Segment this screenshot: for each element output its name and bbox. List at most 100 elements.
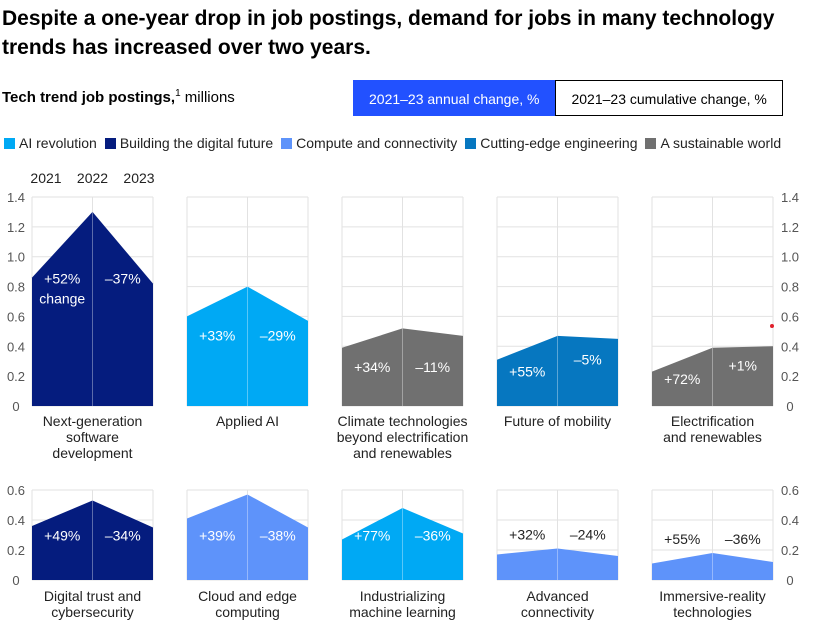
panel-label: connectivity	[521, 604, 594, 620]
change-label-2023: –34%	[105, 528, 141, 544]
panel-label: machine learning	[349, 604, 456, 620]
y-tick-right: 0.2	[781, 543, 799, 558]
change-word: change	[39, 291, 85, 307]
y-tick-left: 0.2	[7, 369, 25, 384]
area-digital-trust-and-cybersecurity	[32, 500, 153, 580]
y-tick-left: 1.2	[7, 220, 25, 235]
change-label-2022: +55%	[509, 364, 545, 380]
change-label-2022: +52%	[44, 271, 80, 287]
panel-label: cybersecurity	[51, 604, 133, 620]
area-next-generation-software-development	[32, 211, 153, 406]
panel-label: beyond electrification	[337, 429, 469, 445]
subtitle-main: Tech trend job postings,	[2, 89, 176, 106]
change-label-2022: +77%	[354, 528, 390, 544]
panel-label: software	[66, 429, 119, 445]
area-future-of-mobility	[497, 335, 618, 406]
change-label-2023: –24%	[570, 527, 606, 543]
change-label-2022: +34%	[354, 359, 390, 375]
y-tick-right: 0	[786, 399, 793, 414]
subtitle-unit: millions	[180, 89, 235, 106]
legend-swatch	[465, 137, 477, 149]
panel-label: technologies	[673, 604, 752, 620]
y-tick-left: 0.4	[7, 513, 25, 528]
panel-label: Future of mobility	[504, 413, 611, 429]
legend-swatch	[281, 137, 293, 149]
legend-label: Compute and connectivity	[296, 135, 458, 151]
legend-label: Building the digital future	[119, 135, 274, 151]
area-advanced-connectivity	[497, 548, 618, 580]
legend-label: A sustainable world	[660, 135, 782, 151]
panel-label: Cloud and edge	[198, 588, 297, 604]
change-label-2022: +49%	[44, 528, 80, 544]
area-electrification-and-renewables	[652, 346, 773, 406]
legend-item-cutting-edge: Cutting-edge engineering	[465, 135, 637, 151]
y-tick-right: 0.6	[781, 309, 799, 324]
change-label-2022: +32%	[509, 527, 545, 543]
panel-label: Immersive-reality	[659, 588, 766, 604]
area-applied-ai	[187, 286, 308, 406]
change-label-2023: –37%	[105, 271, 141, 287]
y-tick-right: 1.4	[781, 190, 799, 205]
headline: Despite a one-year drop in job postings,…	[2, 7, 775, 59]
change-label-2022: +55%	[664, 531, 700, 547]
legend-item-digital-future: Building the digital future	[104, 135, 274, 151]
panel-label: computing	[215, 604, 280, 620]
legend-item-ai-revolution: AI revolution	[4, 135, 97, 151]
y-tick-right: 0.8	[781, 280, 799, 295]
change-label-2022: +72%	[664, 371, 700, 387]
change-label-2023: –36%	[415, 528, 451, 544]
legend: AI revolution Building the digital futur…	[4, 135, 789, 151]
change-label-2022: +33%	[199, 327, 235, 343]
y-tick-left: 0.2	[7, 543, 25, 558]
legend-swatch	[4, 137, 15, 149]
y-tick-left: 0	[12, 573, 19, 588]
y-tick-left: 0	[12, 399, 19, 414]
panel-label: Digital trust and	[44, 588, 141, 604]
change-label-2023: –11%	[415, 359, 450, 375]
tab-cumulative-change[interactable]: 2021–23 cumulative change, %	[555, 80, 783, 116]
y-tick-right: 1.2	[781, 220, 799, 235]
legend-label: Cutting-edge engineering	[480, 135, 638, 151]
panel-label: Industrializing	[360, 588, 446, 604]
year-label-2021: 2021	[30, 170, 61, 186]
y-tick-left: 1.0	[7, 250, 25, 265]
y-tick-left: 0.4	[7, 339, 25, 354]
y-tick-left: 0.6	[7, 483, 25, 498]
chart-subtitle: Tech trend job postings,1 millions	[2, 88, 235, 106]
tab-annual-change[interactable]: 2021–23 annual change, %	[353, 80, 556, 116]
panel-label: development	[52, 445, 132, 461]
y-tick-right: 0.4	[781, 339, 799, 354]
y-tick-right: 0.2	[781, 369, 799, 384]
area-immersive-reality-technologies	[652, 553, 773, 580]
change-label-2023: –5%	[574, 352, 602, 368]
y-tick-right: 0.6	[781, 483, 799, 498]
y-tick-right: 0.4	[781, 513, 799, 528]
y-tick-right: 0	[786, 573, 793, 588]
year-label-2022: 2022	[77, 170, 108, 186]
panel-label: and renewables	[663, 429, 762, 445]
change-label-2023: +1%	[729, 358, 757, 374]
change-label-2022: +39%	[199, 528, 235, 544]
panel-label: Next-generation	[43, 413, 143, 429]
y-tick-left: 1.4	[7, 190, 25, 205]
change-label-2023: –38%	[260, 528, 296, 544]
panel-label: Applied AI	[216, 413, 279, 429]
footnote-marker: 1	[175, 88, 181, 99]
view-toggle: 2021–23 annual change, % 2021–23 cumulat…	[353, 80, 783, 116]
change-label-2023: –29%	[260, 327, 296, 343]
legend-swatch	[645, 137, 657, 149]
legend-label: AI revolution	[19, 135, 97, 151]
change-label-2023: –36%	[725, 531, 761, 547]
legend-item-compute-connectivity: Compute and connectivity	[281, 135, 457, 151]
panel-label: Climate technologies	[338, 413, 468, 429]
legend-item-sustainable-world: A sustainable world	[645, 135, 781, 151]
area-cloud-and-edge-computing	[187, 494, 308, 580]
y-tick-left: 0.8	[7, 280, 25, 295]
panel-label: Advanced	[526, 588, 588, 604]
panel-label: and renewables	[353, 445, 452, 461]
y-tick-right: 1.0	[781, 250, 799, 265]
area-industrializing-machine-learning	[342, 508, 463, 580]
y-tick-left: 0.6	[7, 309, 25, 324]
year-label-2023: 2023	[123, 170, 154, 186]
legend-swatch	[104, 137, 116, 149]
